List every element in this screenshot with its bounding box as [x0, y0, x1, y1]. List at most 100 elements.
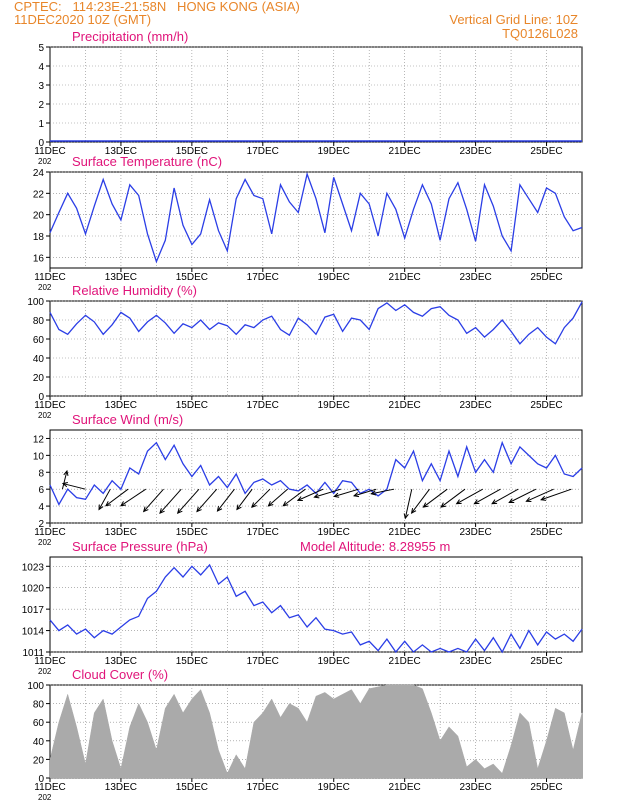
- wind-arrow: [314, 488, 341, 498]
- wind-arrow-head: [422, 502, 429, 508]
- panel-wind: [46, 429, 583, 527]
- wind-arrow-head: [120, 501, 126, 507]
- x-tick-label: 25DEC: [530, 272, 562, 283]
- x-tick-label: 17DEC: [247, 656, 279, 667]
- panel-title: Surface Temperature (nC): [72, 154, 222, 169]
- x-tick-label: 21DEC: [389, 527, 421, 538]
- panel-title: Surface Pressure (hPa): [72, 539, 208, 554]
- x-tick-label: 13DEC: [105, 656, 137, 667]
- wind-arrow-head: [440, 502, 447, 508]
- y-tick-label: 16: [33, 253, 45, 264]
- y-tick-label: 5: [38, 43, 44, 54]
- y-tick-label: 20: [33, 373, 45, 384]
- panel-extra-label: Model Altitude: 8.28955 m: [300, 539, 450, 554]
- y-tick-label: 6: [38, 485, 44, 496]
- x-tick-label: 21DEC: [389, 656, 421, 667]
- wind-arrow: [217, 488, 235, 512]
- wind-arrow-head: [142, 506, 149, 513]
- x-tick-label: 15DEC: [176, 272, 208, 283]
- panel-title: Precipitation (mm/h): [72, 29, 188, 44]
- wind-arrow-head: [313, 493, 320, 499]
- wind-arrow-head: [282, 501, 289, 507]
- y-tick-label: 1017: [22, 605, 45, 616]
- wind-arrow-head: [251, 502, 257, 508]
- x-tick-label: 23DEC: [459, 146, 491, 157]
- wind-arrow-head: [105, 501, 111, 507]
- x-tick-sublabel: 202: [38, 667, 52, 676]
- y-tick-label: 60: [33, 335, 45, 346]
- x-tick-sublabel: 202: [38, 411, 52, 420]
- x-tick-label: 17DEC: [247, 782, 279, 793]
- wind-arrow-head: [491, 499, 498, 505]
- header-line2: 11DEC2020 10Z (GMT): [14, 12, 152, 27]
- wind-arrow-head: [370, 490, 377, 496]
- y-tick-label: 4: [38, 62, 44, 73]
- wind-arrow-head: [267, 501, 274, 507]
- wind-arrow-head: [61, 482, 68, 488]
- y-tick-label: 22: [33, 189, 45, 200]
- y-tick-label: 40: [33, 737, 45, 748]
- x-tick-label: 23DEC: [459, 782, 491, 793]
- wind-arrow: [236, 488, 253, 510]
- wind-arrow: [143, 488, 164, 512]
- x-tick-sublabel: 202: [38, 283, 52, 292]
- plot-frame: [49, 556, 583, 653]
- wind-arrow: [268, 488, 288, 507]
- wind-arrow-head: [98, 504, 104, 511]
- y-tick-label: 1020: [22, 584, 45, 595]
- x-tick-label: 19DEC: [318, 272, 350, 283]
- y-tick-label: 20: [33, 755, 45, 766]
- x-tick-label: 13DEC: [105, 272, 137, 283]
- wind-arrow-head: [196, 506, 202, 513]
- wind-arrow: [62, 483, 86, 490]
- wind-arrow: [440, 488, 466, 508]
- x-tick-label: 21DEC: [389, 272, 421, 283]
- wind-arrow: [120, 488, 147, 507]
- wind-arrow-head: [455, 499, 462, 505]
- x-tick-label: 25DEC: [530, 146, 562, 157]
- wind-arrow: [423, 488, 448, 508]
- panel-precip: [46, 46, 583, 146]
- y-tick-label: 1014: [22, 627, 45, 638]
- x-tick-sublabel: 202: [38, 157, 52, 166]
- x-tick-label: 15DEC: [176, 400, 208, 411]
- y-tick-label: 1: [38, 119, 44, 130]
- y-tick-label: 100: [27, 297, 44, 308]
- wind-arrow-head: [403, 513, 409, 520]
- wind-arrow-head: [540, 495, 547, 501]
- wind-arrow: [404, 489, 413, 519]
- wind-arrow: [297, 488, 324, 501]
- y-tick-label: 0: [38, 138, 44, 149]
- x-tick-label: 23DEC: [459, 272, 491, 283]
- y-tick-label: 8: [38, 468, 44, 479]
- wind-arrow: [61, 470, 68, 490]
- wind-arrow-head: [176, 508, 183, 514]
- wind-arrow: [282, 488, 306, 507]
- x-tick-label: 11DEC: [34, 272, 66, 283]
- y-tick-label: 18: [33, 232, 45, 243]
- plot-frame: [49, 429, 583, 524]
- x-tick-label: 11DEC: [34, 400, 66, 411]
- panel-title: Cloud Cover (%): [72, 667, 168, 682]
- wind-arrow-head: [333, 492, 340, 498]
- wind-arrow-head: [473, 499, 480, 505]
- x-tick-label: 21DEC: [389, 400, 421, 411]
- x-tick-label: 25DEC: [530, 400, 562, 411]
- y-tick-label: 0: [38, 774, 44, 785]
- wind-arrow: [371, 488, 395, 495]
- x-tick-label: 15DEC: [176, 656, 208, 667]
- wind-arrow-head: [216, 505, 223, 512]
- wind-arrow: [474, 488, 501, 505]
- plot-frame: [49, 171, 583, 269]
- x-tick-label: 17DEC: [247, 400, 279, 411]
- x-tick-label: 15DEC: [176, 527, 208, 538]
- y-tick-label: 80: [33, 700, 45, 711]
- x-tick-sublabel: 202: [38, 538, 52, 547]
- wind-arrow: [177, 488, 200, 514]
- grid-line-note: Vertical Grid Line: 10Z: [449, 12, 578, 27]
- panel-title: Relative Humidity (%): [72, 283, 197, 298]
- plot-frame: [49, 46, 583, 143]
- y-tick-label: 10: [33, 451, 45, 462]
- wind-arrow: [105, 488, 129, 507]
- x-tick-label: 23DEC: [459, 400, 491, 411]
